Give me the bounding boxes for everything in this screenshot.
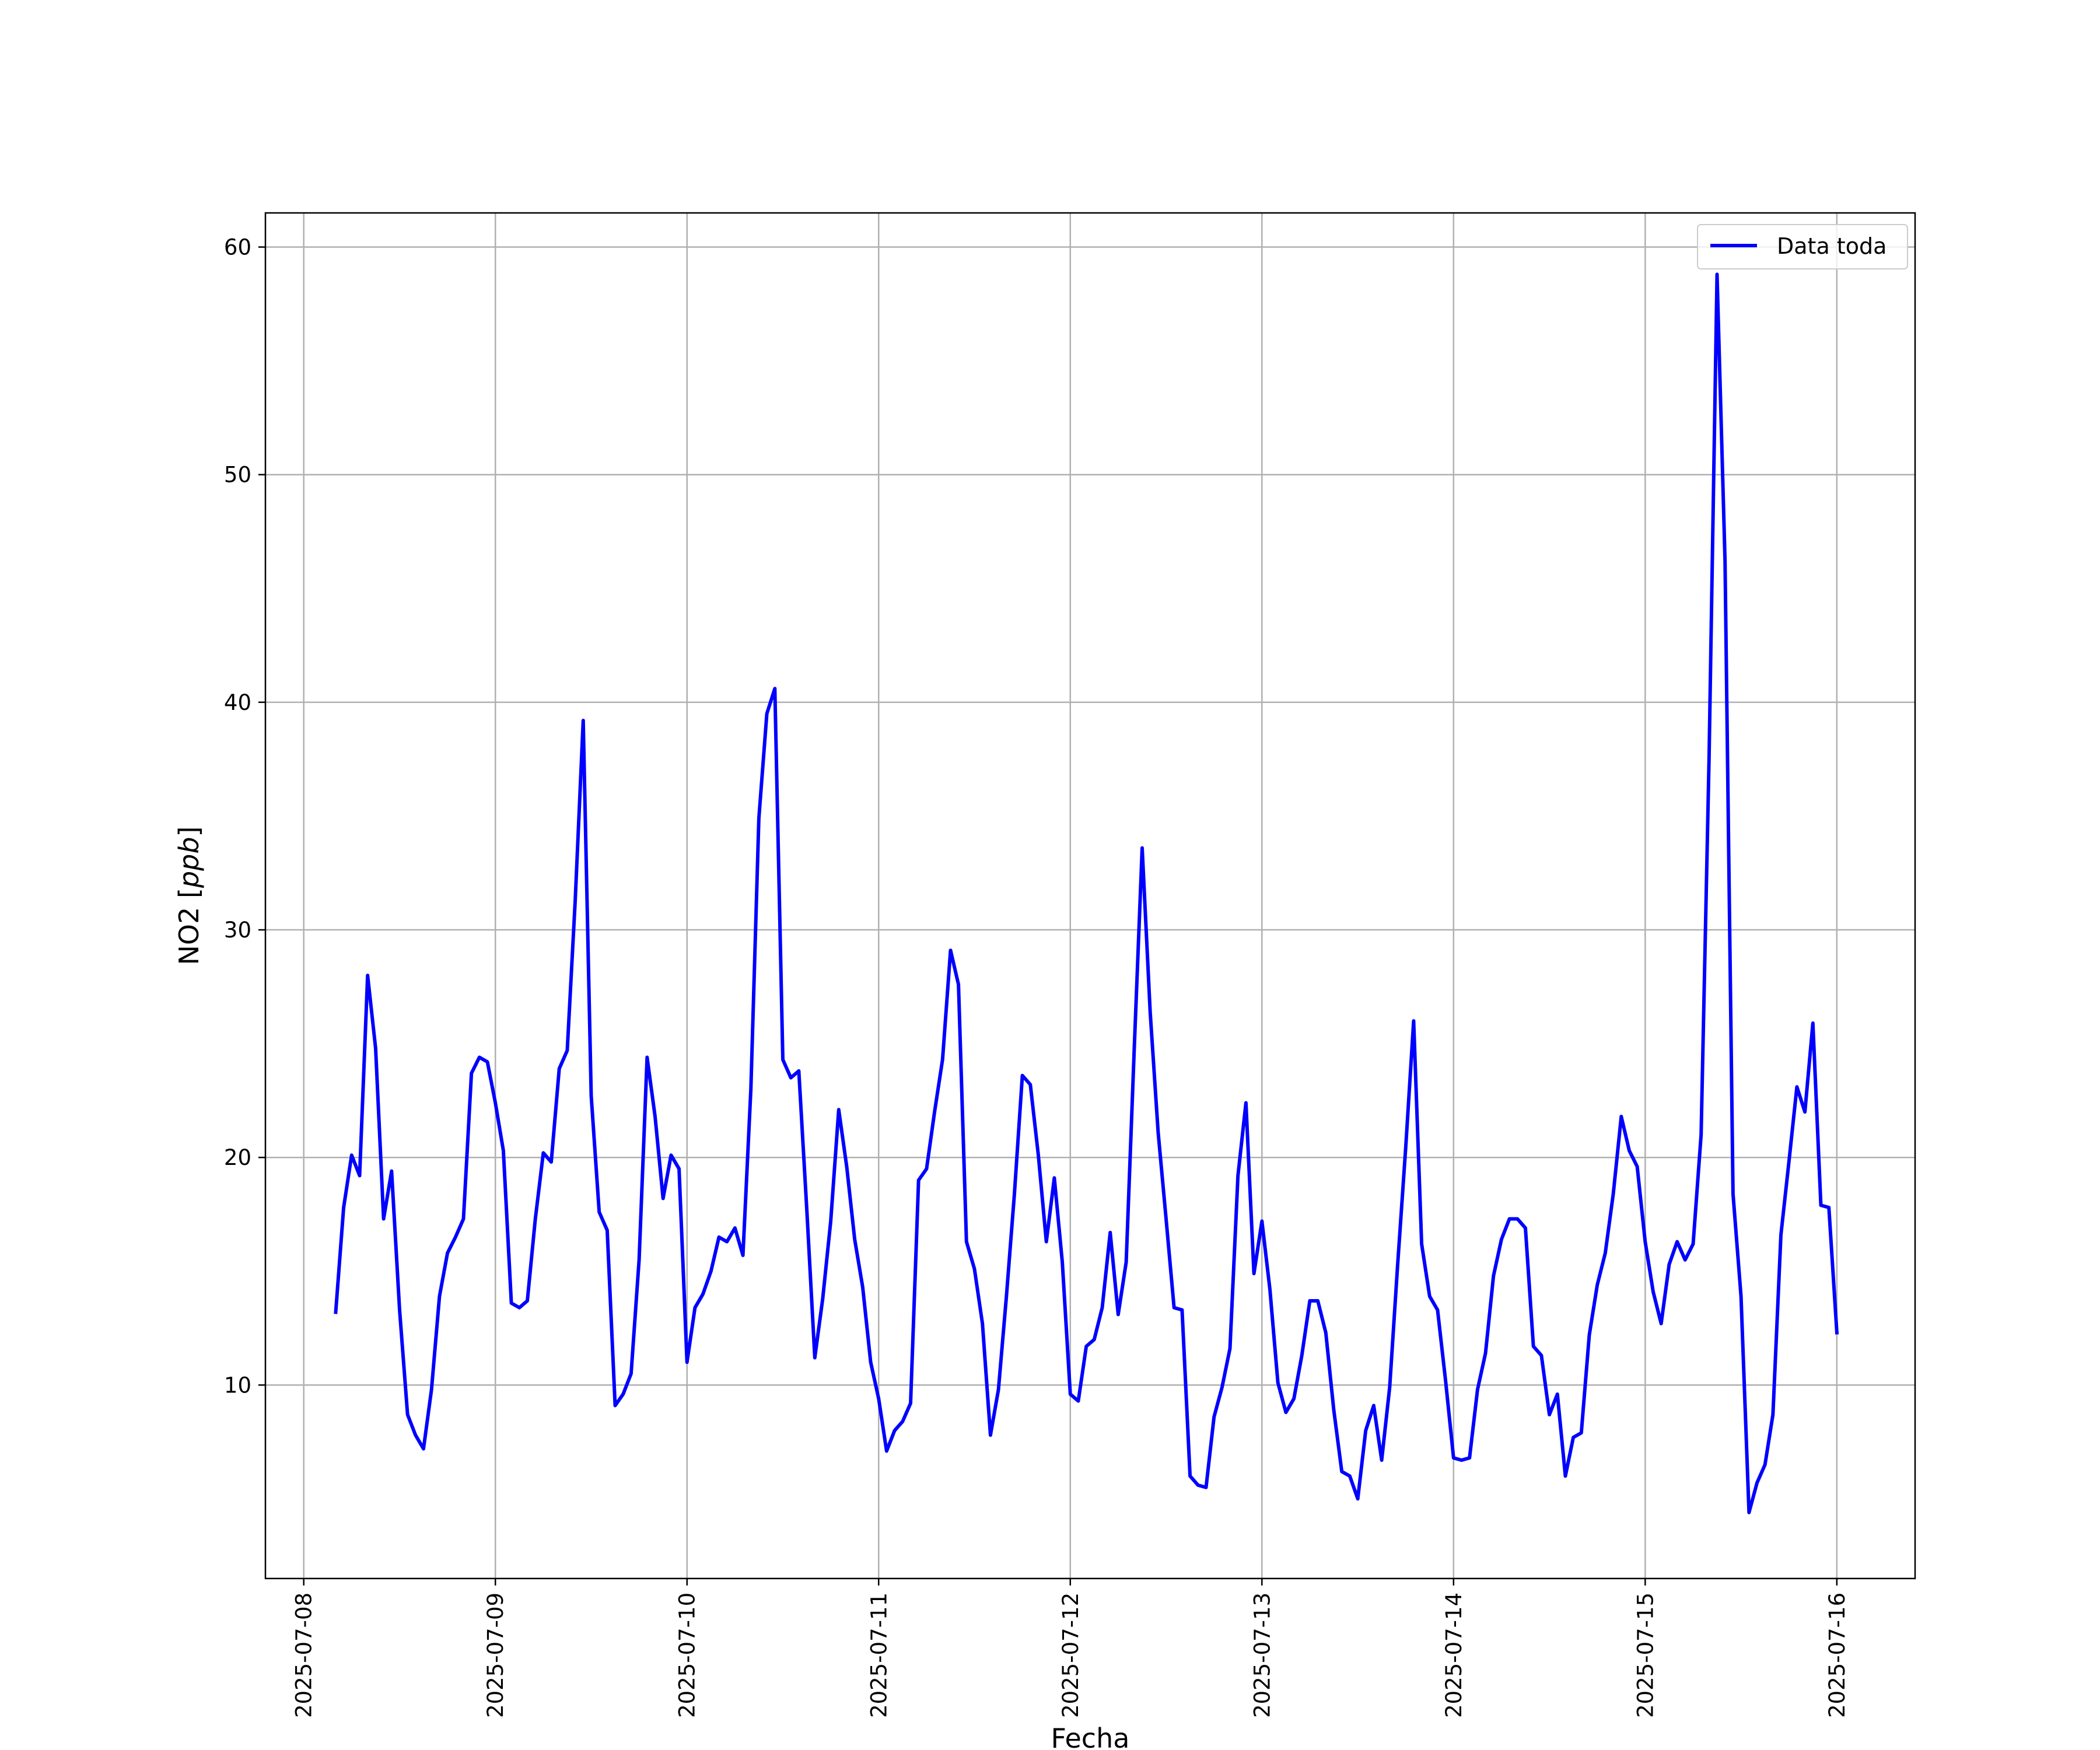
y-axis-label-suffix: ]: [173, 826, 205, 836]
y-tick-label: 50: [224, 463, 251, 488]
y-axis-label-prefix: NO2 [: [173, 888, 205, 965]
y-tick-label: 30: [224, 918, 251, 943]
x-tick-label: 2025-07-14: [1441, 1592, 1466, 1718]
legend-box: [1697, 224, 1908, 270]
x-axis-label: Fecha: [1051, 1723, 1130, 1750]
y-tick-label: 20: [224, 1145, 251, 1170]
series-layer: [334, 272, 1839, 1514]
y-gridlines: [265, 246, 1915, 1386]
plot-frame: [264, 212, 1916, 1580]
y-axis-ticks: 10 20 30 40 50 60: [224, 235, 265, 1398]
x-tick-label: 2025-07-13: [1250, 1592, 1275, 1718]
x-tick-label: 2025-07-12: [1058, 1592, 1083, 1718]
legend-label-data-toda: Data toda: [1777, 233, 1887, 259]
y-axis-label-unit: ppb: [173, 836, 205, 888]
x-tick-label: 2025-07-16: [1825, 1592, 1850, 1718]
x-tick-label: 2025-07-15: [1633, 1592, 1658, 1718]
x-tick-label: 2025-07-11: [866, 1592, 891, 1718]
x-gridlines: [303, 213, 1838, 1578]
y-tick-label: 60: [224, 235, 251, 260]
legend: Data toda: [1697, 224, 1908, 270]
x-tick-label: 2025-07-09: [483, 1592, 508, 1718]
y-tick-label: 40: [224, 690, 251, 715]
series-line-data-toda: [334, 272, 1839, 1514]
y-axis-label: NO2 [ppb]: [173, 826, 205, 965]
y-tick-label: 10: [224, 1373, 251, 1398]
x-tick-label: 2025-07-08: [292, 1592, 317, 1718]
x-axis-ticks: 2025-07-08 2025-07-09 2025-07-10 2025-07-11…: [292, 1578, 1850, 1718]
x-tick-label: 2025-07-10: [675, 1592, 700, 1718]
